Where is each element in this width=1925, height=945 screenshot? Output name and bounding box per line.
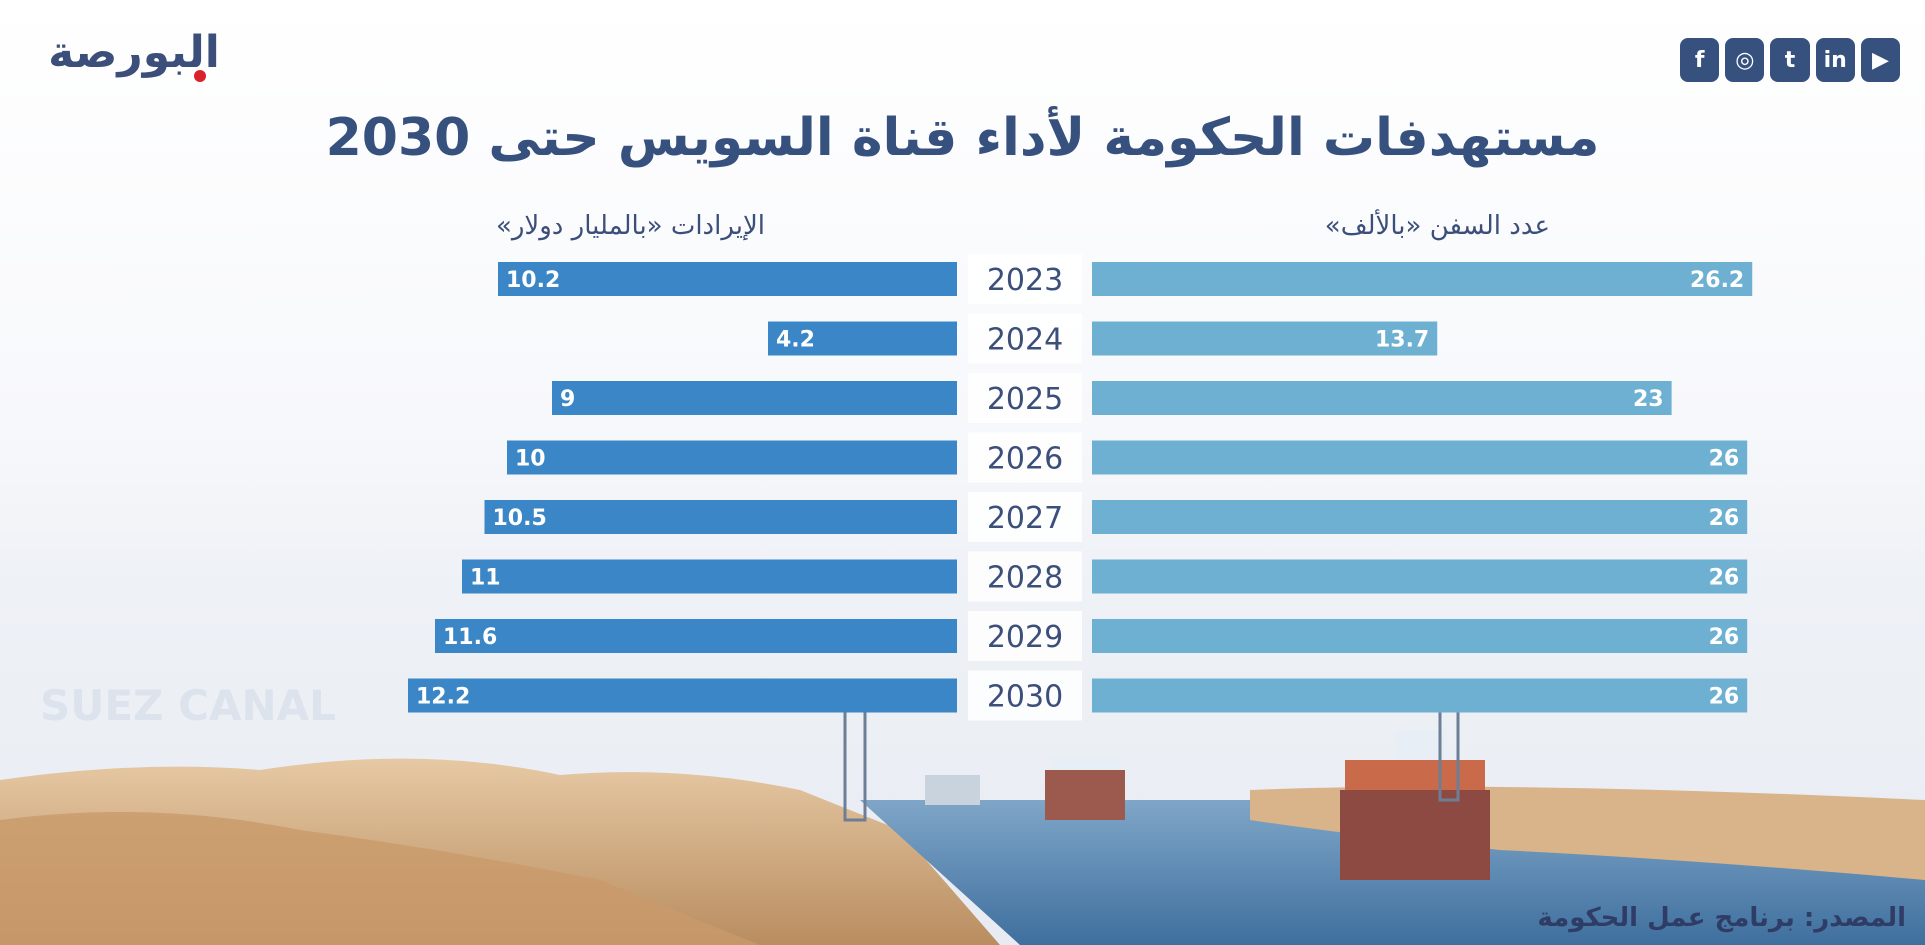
year-label-2027: 2027 bbox=[987, 501, 1063, 536]
year-label-2025: 2025 bbox=[987, 382, 1063, 417]
revenue-bar-2029 bbox=[435, 619, 957, 653]
revenue-panel-title: الإيرادات «بالمليار دولار» bbox=[495, 211, 765, 241]
ships-value-label-2026: 26 bbox=[1709, 447, 1740, 472]
revenue-bar-2023 bbox=[498, 262, 957, 296]
instagram-icon[interactable]: ◎ bbox=[1725, 38, 1765, 82]
facebook-icon[interactable]: f bbox=[1680, 38, 1720, 82]
revenue-value-label-2026: 10 bbox=[515, 447, 546, 472]
revenue-bar-2026 bbox=[507, 440, 957, 475]
left-dune-shadow bbox=[0, 812, 760, 945]
year-label-2029: 2029 bbox=[987, 620, 1063, 655]
year-label-2026: 2026 bbox=[987, 442, 1063, 477]
year-label-2024: 2024 bbox=[987, 323, 1063, 358]
year-box-2026 bbox=[968, 432, 1082, 483]
ships-bar-2025 bbox=[1092, 381, 1672, 415]
revenue-value-label-2029: 11.6 bbox=[443, 625, 497, 650]
year-box-2030 bbox=[968, 670, 1082, 721]
social-icons: f ◎ t in ▶ bbox=[1680, 38, 1901, 84]
ships-bar-2027 bbox=[1092, 500, 1748, 534]
year-box-2027 bbox=[968, 492, 1082, 542]
revenue-value-label-2023: 10.2 bbox=[506, 268, 560, 293]
youtube-icon[interactable]: ▶ bbox=[1860, 38, 1901, 82]
revenue-bar-2028 bbox=[462, 559, 957, 594]
twitter-icon[interactable]: t bbox=[1770, 38, 1810, 82]
year-box-2028 bbox=[968, 551, 1082, 602]
revenue-value-label-2025: 9 bbox=[560, 387, 575, 412]
ships-value-label-2028: 26 bbox=[1709, 566, 1740, 591]
container-ship-large bbox=[1340, 730, 1490, 880]
year-box-2024 bbox=[968, 313, 1082, 364]
logo-red-dot bbox=[194, 70, 206, 82]
revenue-bar-2024 bbox=[768, 321, 957, 356]
ships-bar-2023 bbox=[1092, 262, 1753, 296]
ships-value-label-2027: 26 bbox=[1709, 506, 1740, 531]
revenue-value-label-2030: 12.2 bbox=[416, 685, 470, 710]
revenue-bar-2027 bbox=[484, 500, 957, 534]
revenue-bar-2025 bbox=[552, 381, 957, 415]
revenue-value-label-2028: 11 bbox=[470, 566, 501, 591]
ships-value-label-2024: 13.7 bbox=[1375, 328, 1429, 353]
suez-canal-watermark: SUEZ CANAL bbox=[40, 681, 336, 730]
borsa-logo[interactable]: البورصة bbox=[34, 26, 234, 88]
year-label-2028: 2028 bbox=[987, 561, 1063, 596]
ships-value-label-2023: 26.2 bbox=[1690, 268, 1744, 293]
ships-value-label-2025: 23 bbox=[1633, 387, 1664, 412]
ships-bar-2026 bbox=[1092, 440, 1748, 475]
ships-bar-2024 bbox=[1092, 321, 1438, 356]
ships-panel-title: عدد السفن «بالألف» bbox=[1324, 211, 1550, 241]
year-box-2023 bbox=[968, 254, 1082, 304]
year-box-2025 bbox=[968, 373, 1082, 423]
page-title: مستهدفات الحكومة لأداء قناة السويس حتى 2… bbox=[325, 108, 1600, 168]
year-label-2030: 2030 bbox=[987, 680, 1063, 715]
logo-wordmark: البورصة bbox=[48, 27, 220, 78]
ships-value-label-2029: 26 bbox=[1709, 625, 1740, 650]
year-label-2023: 2023 bbox=[987, 263, 1063, 298]
ships-bar-2029 bbox=[1092, 619, 1748, 653]
revenue-value-label-2027: 10.5 bbox=[493, 506, 547, 531]
linkedin-icon[interactable]: in bbox=[1815, 38, 1855, 82]
revenue-bar-2030 bbox=[408, 678, 957, 713]
container-ship-distant bbox=[925, 775, 980, 805]
ships-bar-2028 bbox=[1092, 559, 1748, 594]
revenue-value-label-2024: 4.2 bbox=[776, 328, 815, 353]
source-note: المصدر: برنامج عمل الحكومة bbox=[1537, 903, 1906, 933]
ships-bar-2030 bbox=[1092, 678, 1748, 713]
ships-value-label-2030: 26 bbox=[1709, 685, 1740, 710]
year-box-2029 bbox=[968, 611, 1082, 661]
container-ship-small bbox=[1045, 755, 1125, 820]
